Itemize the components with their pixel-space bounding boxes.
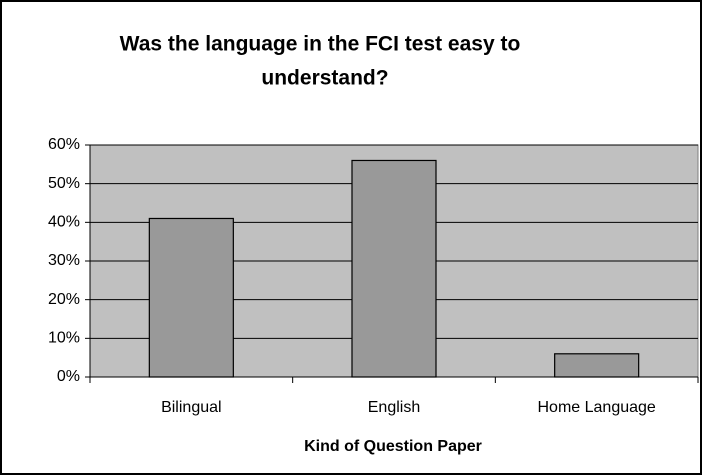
y-tick-label: 20%: [48, 291, 80, 308]
x-axis-title: Kind of Question Paper: [304, 438, 482, 455]
y-tick-label: 60%: [48, 136, 80, 153]
y-tick-label: 0%: [57, 368, 80, 385]
chart-title: understand?: [261, 67, 388, 90]
bar: [351, 159, 437, 378]
x-tick-label: English: [368, 399, 420, 416]
y-tick-label: 50%: [48, 175, 80, 192]
x-tick-label: Bilingual: [161, 399, 221, 416]
bar: [554, 353, 640, 378]
y-tick-label: 40%: [48, 214, 80, 231]
x-tick-label: Home Language: [538, 399, 656, 416]
chart-title: Was the language in the FCI test easy to: [120, 33, 521, 56]
y-tick-label: 10%: [48, 330, 80, 347]
y-tick-label: 30%: [48, 252, 80, 269]
bar: [148, 217, 234, 378]
